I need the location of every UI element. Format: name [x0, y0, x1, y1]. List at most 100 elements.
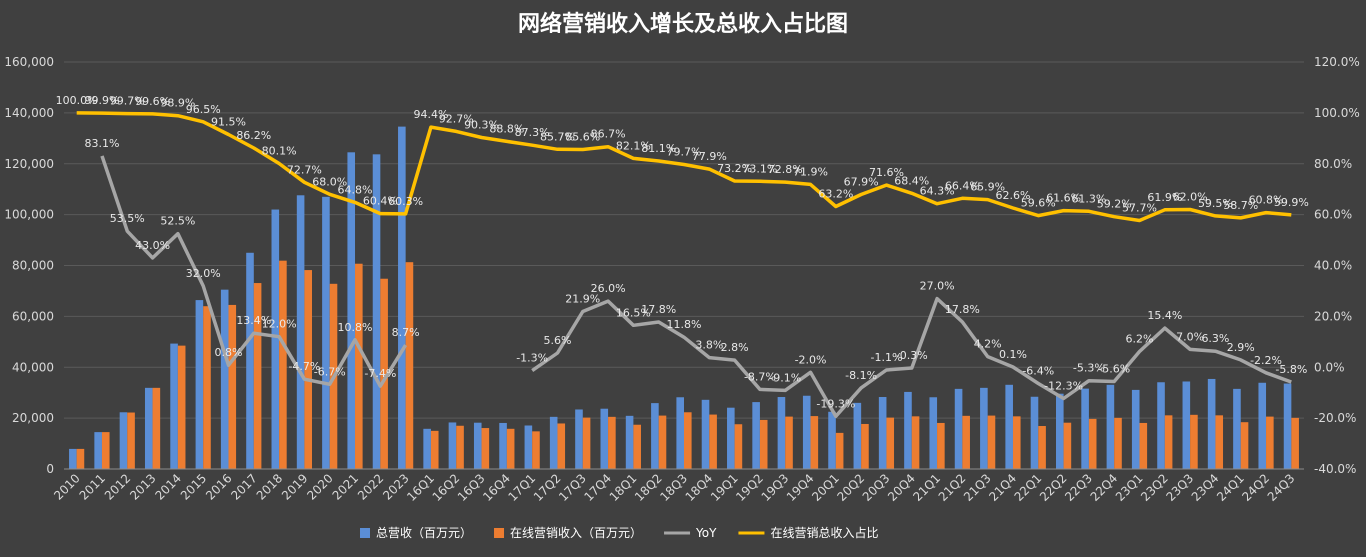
data-label: 72.7% [287, 163, 322, 176]
data-label: 99.9% [84, 94, 119, 107]
bar [127, 412, 135, 469]
data-label: 60.4% [363, 195, 398, 208]
bar [575, 409, 583, 469]
data-label: -0.3% [896, 349, 928, 362]
x-tick-label: 19Q3 [759, 471, 792, 504]
data-labels: 83.1% 53.5% 43.0% 52.5% 32.0% 0.8% 13.4%12.0% -… [56, 94, 1309, 410]
bar [937, 422, 945, 469]
data-label: 94.4% [413, 108, 448, 121]
data-label: 60.8% [1249, 194, 1284, 207]
data-label: 63.2% [818, 187, 853, 200]
x-tick-label: 23Q3 [1163, 471, 1196, 504]
bar [456, 425, 464, 469]
x-tick-label: 2016 [203, 471, 234, 502]
bar [810, 416, 819, 469]
bar [405, 262, 414, 469]
x-tick-label: 2010 [51, 471, 82, 502]
x-tick-label: 2014 [152, 471, 183, 502]
bar [785, 416, 793, 469]
y-right-tick-label: 0.0% [1314, 360, 1345, 374]
data-label: 2.9% [1227, 341, 1255, 354]
data-label: 21.9% [565, 293, 600, 306]
bar [203, 306, 211, 469]
data-label: -7.4% [364, 367, 396, 380]
data-label: 61.9% [1147, 191, 1182, 204]
bar [473, 422, 482, 469]
data-label: 98.9% [160, 97, 195, 110]
data-label: 0.1% [999, 348, 1027, 361]
x-tick-label: 17Q3 [556, 471, 589, 504]
bar [430, 430, 439, 469]
data-label: 6.3% [1201, 332, 1229, 345]
bar [101, 432, 110, 469]
data-label: 8.7% [392, 326, 420, 339]
data-label: -4.7% [288, 360, 320, 373]
data-label: 3.8% [695, 339, 723, 352]
bar [777, 397, 786, 469]
bar [177, 345, 186, 469]
grid [64, 61, 1304, 470]
bar [1291, 417, 1299, 469]
data-label: 64.8% [338, 183, 373, 196]
chart-title: 网络营销收入增长及总收入占比图 [518, 11, 848, 37]
x-tick-label: 2019 [279, 471, 310, 502]
x-tick-label: 20Q3 [860, 471, 893, 504]
data-label: 64.3% [920, 185, 955, 198]
data-label: 88.8% [489, 122, 524, 135]
data-label: 86.2% [236, 129, 271, 142]
bar [676, 397, 684, 469]
bar [481, 428, 490, 469]
y-right-tick-label: 100.0% [1314, 106, 1360, 120]
bar [1012, 416, 1021, 469]
data-label: -5.6% [1098, 362, 1130, 375]
x-tick-label: 21Q1 [910, 471, 943, 504]
bar [296, 195, 305, 470]
bar [499, 422, 507, 469]
data-label: 81.1% [641, 142, 676, 155]
data-label: 59.5% [1198, 197, 1233, 210]
bar [828, 411, 836, 469]
x-tick-label: 18Q3 [657, 471, 690, 504]
bar [1164, 415, 1173, 469]
x-tick-label: 2022 [355, 471, 386, 502]
data-label: 2.8% [721, 341, 749, 354]
data-label: 85.7% [540, 130, 575, 143]
bar [861, 423, 869, 469]
bar [524, 425, 533, 469]
x-tick-label: 21Q2 [936, 471, 969, 504]
data-label: 68.0% [312, 175, 347, 188]
data-label: -19.3% [816, 397, 855, 410]
data-label: 12.0% [262, 318, 297, 331]
data-label: 71.9% [793, 165, 828, 178]
data-label: 16.5% [616, 306, 651, 319]
legend-label: 在线营销收入（百万元） [510, 526, 642, 540]
y-right-tick-label: 60.0% [1314, 208, 1352, 222]
y-right-tick-label: 120.0% [1314, 55, 1360, 69]
data-label: 7.0% [1176, 330, 1204, 343]
bar [1190, 414, 1198, 469]
data-label: 11.8% [667, 318, 702, 331]
legend-label: 在线营销总收入占比 [770, 525, 878, 540]
data-label: 61.6% [1046, 192, 1081, 205]
data-label: 87.3% [515, 126, 550, 139]
bar [119, 412, 128, 469]
data-label: 5.6% [543, 334, 571, 347]
data-label: 71.6% [869, 166, 904, 179]
data-label: 90.3% [464, 119, 499, 132]
y-left-tick-label: 60,000 [12, 309, 54, 323]
bar [600, 408, 609, 469]
data-label: 58.7% [1223, 199, 1258, 212]
bar [886, 417, 895, 469]
data-label: 73.2% [717, 162, 752, 175]
x-tick-label: 24Q2 [1239, 471, 1272, 504]
bar [684, 412, 692, 469]
x-tick-label: 16Q3 [455, 471, 488, 504]
y-left-tick-label: 120,000 [4, 157, 54, 171]
data-label: 67.9% [844, 176, 879, 189]
bar [76, 448, 85, 469]
data-label: -6.7% [314, 365, 346, 378]
series-line [76, 111, 1292, 223]
data-label: 52.5% [160, 215, 195, 228]
bar [633, 424, 641, 469]
data-label: 92.7% [439, 112, 474, 125]
